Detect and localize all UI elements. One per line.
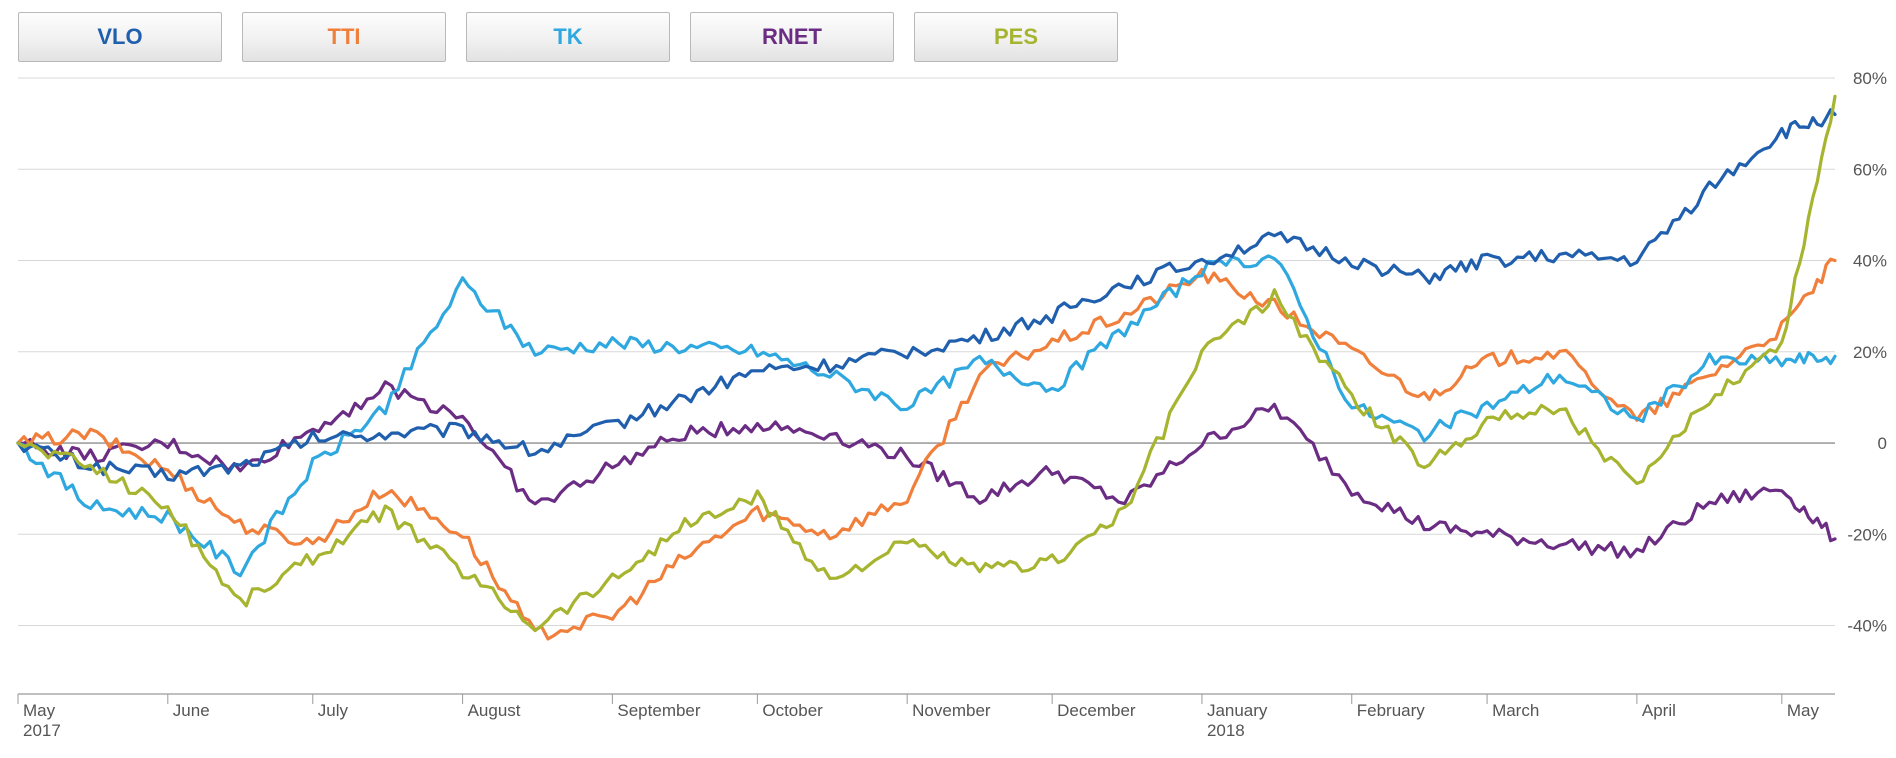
- x-tick-label: June: [173, 701, 210, 720]
- legend-button-tti[interactable]: TTI: [242, 12, 446, 62]
- legend-button-tk[interactable]: TK: [466, 12, 670, 62]
- x-tick-label: December: [1057, 701, 1136, 720]
- y-tick-label: 20%: [1853, 343, 1887, 362]
- grid-lines: [18, 77, 1835, 627]
- x-tick-label: February: [1357, 701, 1426, 720]
- series-line-rnet: [16, 380, 1837, 559]
- series-line-vlo: [16, 108, 1837, 482]
- legend-button-vlo[interactable]: VLO: [18, 12, 222, 62]
- x-tick-label: September: [617, 701, 700, 720]
- x-tick-label: January: [1207, 701, 1268, 720]
- y-tick-label: 0: [1878, 434, 1887, 453]
- x-tick-label: November: [912, 701, 991, 720]
- legend-button-pes[interactable]: PES: [914, 12, 1118, 62]
- x-tick-label: May: [1787, 701, 1820, 720]
- x-tick-year-label: 2017: [23, 721, 61, 740]
- x-tick-label: April: [1642, 701, 1676, 720]
- x-tick-label: March: [1492, 701, 1539, 720]
- x-tick-year-label: 2018: [1207, 721, 1245, 740]
- series-lines: [16, 94, 1837, 641]
- x-tick-label: May: [23, 701, 56, 720]
- y-tick-label: 40%: [1853, 252, 1887, 271]
- series-line-pes: [16, 94, 1837, 633]
- y-axis-labels: 80% 60% 40% 20% 0 -20% -40%: [1847, 69, 1887, 636]
- x-tick-label: October: [762, 701, 823, 720]
- legend-button-rnet[interactable]: RNET: [690, 12, 894, 62]
- y-tick-label: 80%: [1853, 69, 1887, 88]
- series-line-tk: [16, 254, 1837, 578]
- x-tick-label: July: [318, 701, 349, 720]
- x-tick-label: August: [468, 701, 521, 720]
- series-line-tti: [16, 257, 1837, 641]
- y-tick-label: 60%: [1853, 160, 1887, 179]
- y-tick-label: -20%: [1847, 525, 1887, 544]
- y-tick-label: -40%: [1847, 617, 1887, 636]
